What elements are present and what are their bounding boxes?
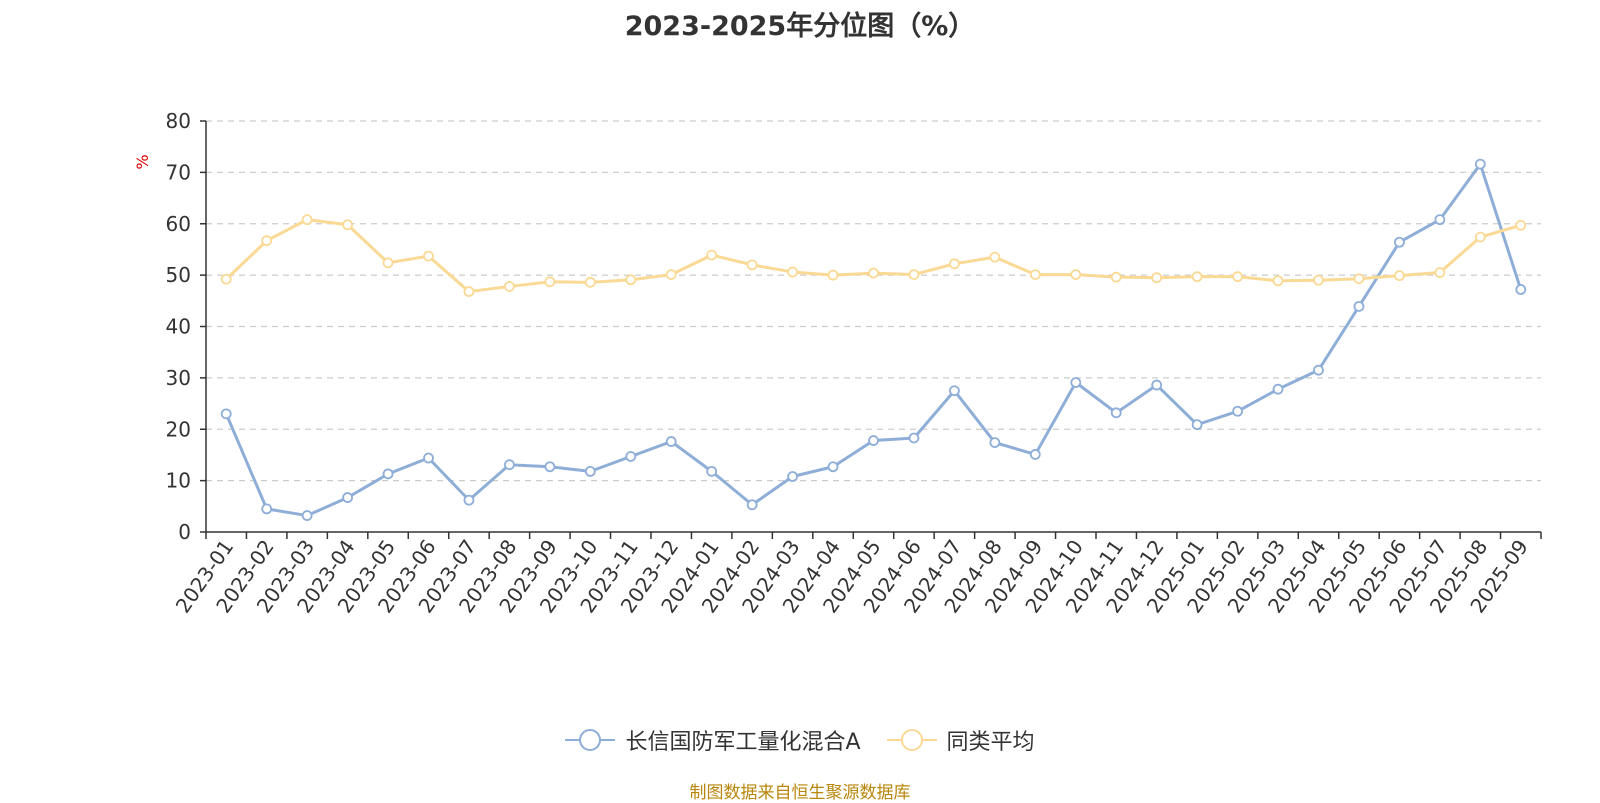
data-point xyxy=(584,465,596,477)
y-tick-label: 0 xyxy=(178,520,191,544)
data-point xyxy=(665,436,677,447)
data-point xyxy=(746,499,758,511)
legend-item-fund[interactable]: 长信国防军工量化混合A xyxy=(565,724,861,756)
data-point xyxy=(423,250,434,262)
y-tick-label: 70 xyxy=(166,160,191,184)
y-tick-label: 10 xyxy=(166,469,191,493)
data-point xyxy=(1110,271,1122,283)
data-point xyxy=(220,273,232,285)
gridlines xyxy=(206,120,1541,482)
data-point xyxy=(908,432,920,444)
data-point xyxy=(1434,267,1446,278)
data-point xyxy=(908,269,920,281)
data-point xyxy=(1029,449,1041,460)
data-point xyxy=(1110,407,1122,419)
data-point xyxy=(1474,231,1486,243)
y-tick-label: 50 xyxy=(166,263,191,287)
data-point xyxy=(463,286,475,297)
data-point xyxy=(1272,383,1284,395)
data-point xyxy=(625,451,637,462)
data-point xyxy=(1070,269,1082,281)
series-line xyxy=(224,162,1523,518)
legend-swatch-peer-average-icon xyxy=(886,729,937,751)
data-point xyxy=(827,269,839,281)
data-point xyxy=(1353,273,1365,285)
data-point xyxy=(1353,301,1365,312)
data-point xyxy=(827,461,839,473)
data-point xyxy=(989,437,1001,449)
data-point xyxy=(1272,275,1284,287)
data-point xyxy=(1313,364,1324,376)
data-point xyxy=(342,492,353,503)
data-point xyxy=(665,269,677,281)
data-point xyxy=(544,276,556,288)
series-1 xyxy=(220,214,1527,297)
data-point xyxy=(584,276,596,288)
y-tick-label: 40 xyxy=(166,315,191,339)
data-point xyxy=(301,214,313,226)
data-point xyxy=(261,503,273,515)
data-point xyxy=(1191,271,1203,283)
data-point xyxy=(1151,272,1163,284)
data-point xyxy=(787,266,798,278)
series-lines xyxy=(220,158,1527,521)
data-point xyxy=(1070,377,1082,388)
chart-title: 2023-2025年分位图（%） xyxy=(624,11,976,42)
data-point xyxy=(706,465,718,477)
series-line xyxy=(225,218,1522,294)
legend-label-fund: 长信国防军工量化混合A xyxy=(625,730,861,755)
data-point xyxy=(949,258,960,270)
legend: 长信国防军工量化混合A 同类平均 xyxy=(0,724,1600,756)
data-point xyxy=(463,494,475,506)
data-point xyxy=(1232,271,1243,283)
data-point xyxy=(746,259,758,271)
data-point xyxy=(504,459,515,471)
data-point xyxy=(989,251,1001,263)
data-point xyxy=(1434,214,1446,226)
legend-label-peer-average: 同类平均 xyxy=(946,730,1035,755)
data-point xyxy=(949,385,960,397)
data-point xyxy=(868,435,879,446)
data-point xyxy=(423,452,434,464)
y-tick-label: 20 xyxy=(166,417,191,441)
data-point xyxy=(1394,270,1405,282)
data-point xyxy=(504,281,515,292)
axes: 010203040506070802023-012023-022023-0320… xyxy=(166,109,1542,617)
legend-item-peer-average[interactable]: 同类平均 xyxy=(886,724,1035,756)
data-point xyxy=(625,274,637,286)
data-point xyxy=(1313,274,1324,286)
data-point xyxy=(261,235,273,247)
data-point xyxy=(1191,419,1203,431)
data-point xyxy=(220,408,232,420)
data-point xyxy=(706,249,718,261)
data-point xyxy=(1515,284,1527,295)
data-point xyxy=(342,219,353,231)
y-tick-label: 80 xyxy=(166,109,191,133)
data-point xyxy=(1474,158,1486,170)
data-point xyxy=(1029,269,1041,281)
y-tick-label: 30 xyxy=(166,366,191,390)
data-source-note: 制图数据来自恒生聚源数据库 xyxy=(689,783,911,803)
data-point xyxy=(301,510,313,521)
data-point xyxy=(382,468,394,480)
data-point xyxy=(1394,236,1405,248)
data-point xyxy=(1232,405,1243,417)
legend-swatch-fund-icon xyxy=(565,729,616,751)
y-tick-label: 60 xyxy=(166,212,191,236)
series-0 xyxy=(220,158,1527,521)
data-point xyxy=(787,471,798,482)
data-point xyxy=(868,267,879,279)
data-point xyxy=(382,257,394,269)
data-point xyxy=(1151,379,1163,391)
data-point xyxy=(1515,219,1527,231)
y-axis-unit-label: % xyxy=(133,154,152,169)
data-point xyxy=(544,461,556,473)
